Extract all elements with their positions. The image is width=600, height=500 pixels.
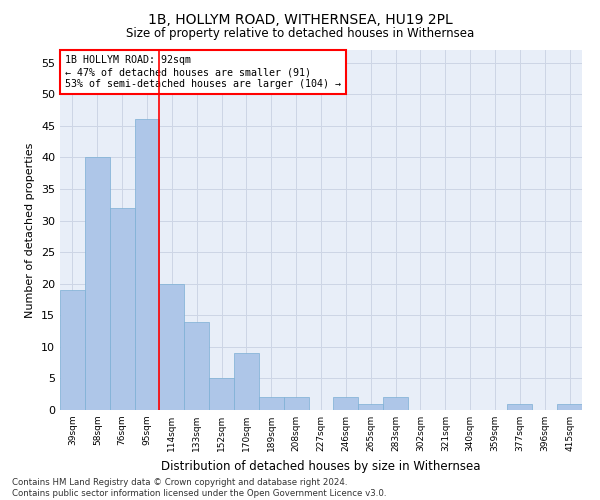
Y-axis label: Number of detached properties: Number of detached properties xyxy=(25,142,35,318)
Text: 1B, HOLLYM ROAD, WITHERNSEA, HU19 2PL: 1B, HOLLYM ROAD, WITHERNSEA, HU19 2PL xyxy=(148,12,452,26)
Bar xyxy=(110,208,134,410)
Bar xyxy=(358,404,383,410)
Bar xyxy=(259,398,284,410)
X-axis label: Distribution of detached houses by size in Withernsea: Distribution of detached houses by size … xyxy=(161,460,481,472)
Bar xyxy=(85,158,110,410)
Bar xyxy=(184,322,209,410)
Text: Size of property relative to detached houses in Withernsea: Size of property relative to detached ho… xyxy=(126,28,474,40)
Bar xyxy=(134,120,160,410)
Bar xyxy=(160,284,184,410)
Bar xyxy=(508,404,532,410)
Bar xyxy=(557,404,582,410)
Text: Contains HM Land Registry data © Crown copyright and database right 2024.
Contai: Contains HM Land Registry data © Crown c… xyxy=(12,478,386,498)
Text: 1B HOLLYM ROAD: 92sqm
← 47% of detached houses are smaller (91)
53% of semi-deta: 1B HOLLYM ROAD: 92sqm ← 47% of detached … xyxy=(65,56,341,88)
Bar xyxy=(334,398,358,410)
Bar xyxy=(383,398,408,410)
Bar xyxy=(209,378,234,410)
Bar xyxy=(60,290,85,410)
Bar xyxy=(234,353,259,410)
Bar xyxy=(284,398,308,410)
